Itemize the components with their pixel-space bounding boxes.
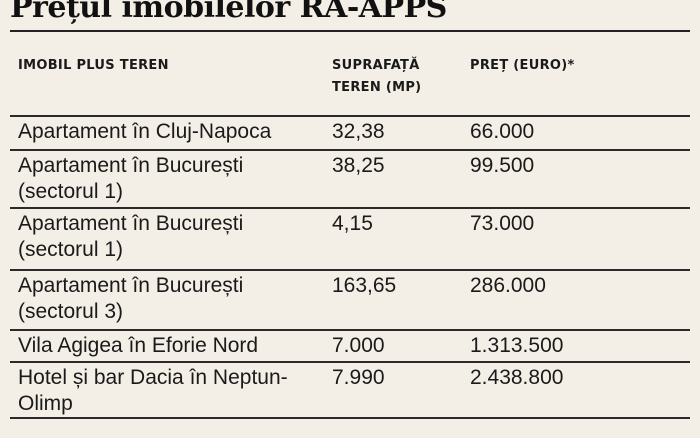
cell-area: 163,65 (332, 274, 397, 297)
header-property: IMOBIL PLUS TEREN (18, 58, 169, 73)
cell-property: Vila Agigea în Eforie Nord (18, 334, 259, 357)
title-divider (10, 30, 690, 32)
table-row: Apartament în București (sectorul 3) 163… (10, 269, 690, 329)
cell-property: Apartament în București (sectorul 1) (18, 154, 244, 203)
header-area-line2: TEREN (MP) (332, 80, 422, 95)
cell-area: 7.990 (332, 366, 385, 389)
header-price: PREȚ (EURO)* (470, 58, 575, 73)
cell-property: Hotel și bar Dacia în Neptun-Olimp (18, 366, 288, 415)
cell-property: Apartament în București (sectorul 1) (18, 212, 244, 261)
table-row: Vila Agigea în Eforie Nord 7.000 1.313.5… (10, 329, 690, 361)
cell-property: Apartament în Cluj-Napoca (18, 120, 272, 143)
table-row: Apartament în București (sectorul 1) 38,… (10, 149, 690, 207)
cell-area: 32,38 (332, 120, 385, 143)
cell-price: 99.500 (470, 154, 535, 177)
cell-area: 38,25 (332, 154, 385, 177)
cell-price: 286.000 (470, 274, 546, 297)
cell-area: 7.000 (332, 334, 385, 357)
cell-price: 73.000 (470, 212, 535, 235)
table-header: IMOBIL PLUS TEREN SUPRAFAȚĂ TEREN (MP) P… (10, 55, 690, 113)
table-row: Apartament în Cluj-Napoca 32,38 66.000 (10, 115, 690, 149)
table-body: Apartament în Cluj-Napoca 32,38 66.000 A… (10, 115, 690, 419)
cell-price: 66.000 (470, 120, 535, 143)
cell-price: 2.438.800 (470, 366, 564, 389)
table-row: Hotel și bar Dacia în Neptun-Olimp 7.990… (10, 361, 690, 419)
cell-price: 1.313.500 (470, 334, 564, 357)
page-title: Prețul imobilelor RA-APPS (10, 0, 447, 25)
cell-area: 4,15 (332, 212, 373, 235)
header-area-line1: SUPRAFAȚĂ (332, 58, 420, 73)
cell-property: Apartament în București (sectorul 3) (18, 274, 244, 323)
table-row: Apartament în București (sectorul 1) 4,1… (10, 207, 690, 269)
header-area: SUPRAFAȚĂ TEREN (MP) (332, 55, 462, 99)
